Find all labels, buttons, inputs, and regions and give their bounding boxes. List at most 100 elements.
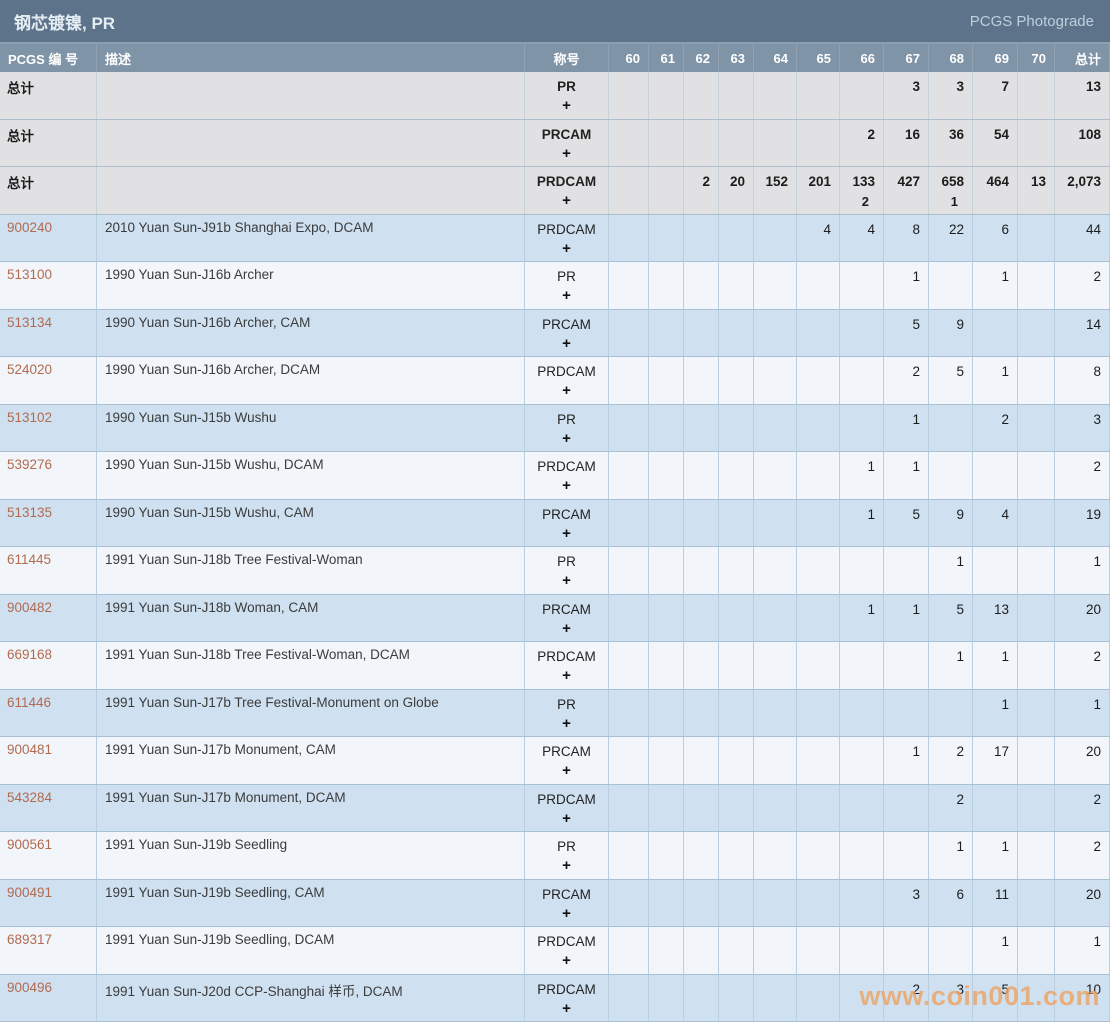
grade-68-cell: 3 <box>929 974 973 1021</box>
grade-61-cell <box>649 404 684 451</box>
pcgs-number-link[interactable]: 539276 <box>7 457 53 472</box>
grade-64-cell <box>754 642 797 689</box>
grade-63-cell <box>719 309 754 356</box>
grade-66-cell <box>840 927 884 974</box>
designation-label: PRDCAM <box>537 934 596 949</box>
table-header-row: PCGS 编 号 描述 称号 60 61 62 63 64 65 66 67 68 69 70 总计 <box>0 44 1110 72</box>
grade-67-cell: 8 <box>884 214 929 261</box>
row-total: 108 <box>1078 126 1101 142</box>
grade-61-cell <box>649 357 684 404</box>
grade-64-cell <box>754 452 797 499</box>
grade-63-cell <box>719 404 754 451</box>
pcgs-number-link[interactable]: 513102 <box>7 409 53 425</box>
grade-69-count: 7 <box>1001 79 1009 94</box>
grade-68-count: 1 <box>956 649 964 664</box>
description-cell: 1991 Yuan Sun-J19b Seedling, CAM <box>97 879 525 926</box>
grade-64-cell <box>754 547 797 594</box>
pcgs-number-cell: 513102 <box>0 404 97 451</box>
designation-label: PR <box>557 839 576 854</box>
grade-65-cell <box>797 927 840 974</box>
pcgs-number-link[interactable]: 689317 <box>7 932 53 947</box>
designation-label: PR <box>557 554 576 569</box>
grade-68-count: 36 <box>948 126 964 142</box>
pcgs-number-link[interactable]: 669168 <box>7 647 53 662</box>
grade-68-cell: 3 <box>929 72 973 119</box>
grade-69-cell: 4 <box>973 499 1018 546</box>
designation-label: PRDCAM <box>537 981 596 997</box>
grade-61-cell <box>649 594 684 641</box>
grade-67-count: 16 <box>904 126 920 142</box>
description-cell <box>97 167 525 214</box>
designation-cell: PR + <box>525 832 609 879</box>
description-cell: 1991 Yuan Sun-J17b Tree Festival-Monumen… <box>97 689 525 736</box>
pcgs-number-link[interactable]: 513135 <box>7 504 53 520</box>
grade-66-count: 1 <box>867 459 875 474</box>
grade-64-cell <box>754 879 797 926</box>
grade-65-cell <box>797 784 840 831</box>
grade-67-count: 1 <box>912 744 920 759</box>
grade-70-cell <box>1018 927 1055 974</box>
grade-62-cell <box>684 499 719 546</box>
grade-66-count: 1 <box>867 601 875 617</box>
total-cell: 3 <box>1055 404 1110 451</box>
total-cell: 20 <box>1055 879 1110 926</box>
plus-designation-label: + <box>562 904 571 922</box>
pcgs-number-link[interactable]: 611445 <box>7 552 52 567</box>
grade-67-count: 3 <box>912 79 920 94</box>
grade-69-count: 6 <box>1001 221 1009 237</box>
pcgs-number-link[interactable]: 900240 <box>7 219 53 235</box>
grade-68-count: 6 <box>956 886 964 902</box>
designation-cell: PRDCAM + <box>525 214 609 261</box>
grade-63-cell <box>719 214 754 261</box>
table-row: 900496 1991 Yuan Sun-J20d CCP-Shanghai 样币… <box>0 974 1110 1022</box>
pcgs-number-link[interactable]: 513100 <box>7 267 53 282</box>
grade-65-cell: 201 <box>797 167 840 214</box>
table-row: 900482 1991 Yuan Sun-J18b Woman, CAM PRCAM… <box>0 594 1110 642</box>
grade-67-count: 2 <box>912 981 920 997</box>
grade-60-cell <box>609 357 649 404</box>
grade-65-cell <box>797 499 840 546</box>
pcgs-number-link[interactable]: 900561 <box>7 837 53 852</box>
pcgs-number-link[interactable]: 513134 <box>7 314 53 330</box>
description-cell: 1990 Yuan Sun-J15b Wushu <box>97 404 525 451</box>
table-row: 524020 1990 Yuan Sun-J16b Archer, DCAM PRD… <box>0 357 1110 405</box>
grade-69-cell: 17 <box>973 737 1018 784</box>
grade-62-cell <box>684 737 719 784</box>
pcgs-number-link[interactable]: 611446 <box>7 694 52 710</box>
pcgs-number-link[interactable]: 900491 <box>7 884 53 900</box>
pcgs-number-cell: 总计 <box>0 119 97 166</box>
grade-69-count: 5 <box>1001 981 1009 997</box>
grade-65-cell <box>797 594 840 641</box>
grade-61-cell <box>649 927 684 974</box>
pcgs-number-link[interactable]: 543284 <box>7 789 53 805</box>
coin-description: 1991 Yuan Sun-J18b Tree Festival-Woman <box>105 552 363 567</box>
grade-66-cell: 2 <box>840 119 884 166</box>
pcgs-photograde-link[interactable]: PCGS Photograde <box>969 12 1094 30</box>
grade-63-cell <box>719 594 754 641</box>
grade-62-cell <box>684 927 719 974</box>
designation-cell: PRDCAM + <box>525 452 609 499</box>
designation-label: PR <box>557 696 576 712</box>
row-total: 13 <box>1085 79 1101 94</box>
grade-68-cell <box>929 689 973 736</box>
table-row: 900561 1991 Yuan Sun-J19b Seedling PR +1 1 2 <box>0 832 1110 880</box>
grade-60-cell <box>609 974 649 1021</box>
grade-60-cell <box>609 452 649 499</box>
plus-designation-label: + <box>562 762 571 779</box>
designation-cell: PRDCAM + <box>525 642 609 689</box>
grade-64-cell <box>754 689 797 736</box>
column-header-grade-68: 68 <box>929 44 973 72</box>
pcgs-number-link[interactable]: 524020 <box>7 362 53 377</box>
grade-69-count: 54 <box>993 126 1009 142</box>
pcgs-number-link[interactable]: 900481 <box>7 742 53 757</box>
pcgs-number-link[interactable]: 900482 <box>7 599 53 615</box>
grade-69-cell: 1 <box>973 642 1018 689</box>
grade-61-cell <box>649 879 684 926</box>
pcgs-number-link[interactable]: 900496 <box>7 979 53 995</box>
grade-61-cell <box>649 452 684 499</box>
row-total: 1 <box>1093 554 1101 569</box>
row-total: 10 <box>1085 981 1101 997</box>
grade-68-cell: 1 <box>929 832 973 879</box>
plus-designation-label: + <box>562 239 571 257</box>
pcgs-number-cell: 900240 <box>0 214 97 261</box>
